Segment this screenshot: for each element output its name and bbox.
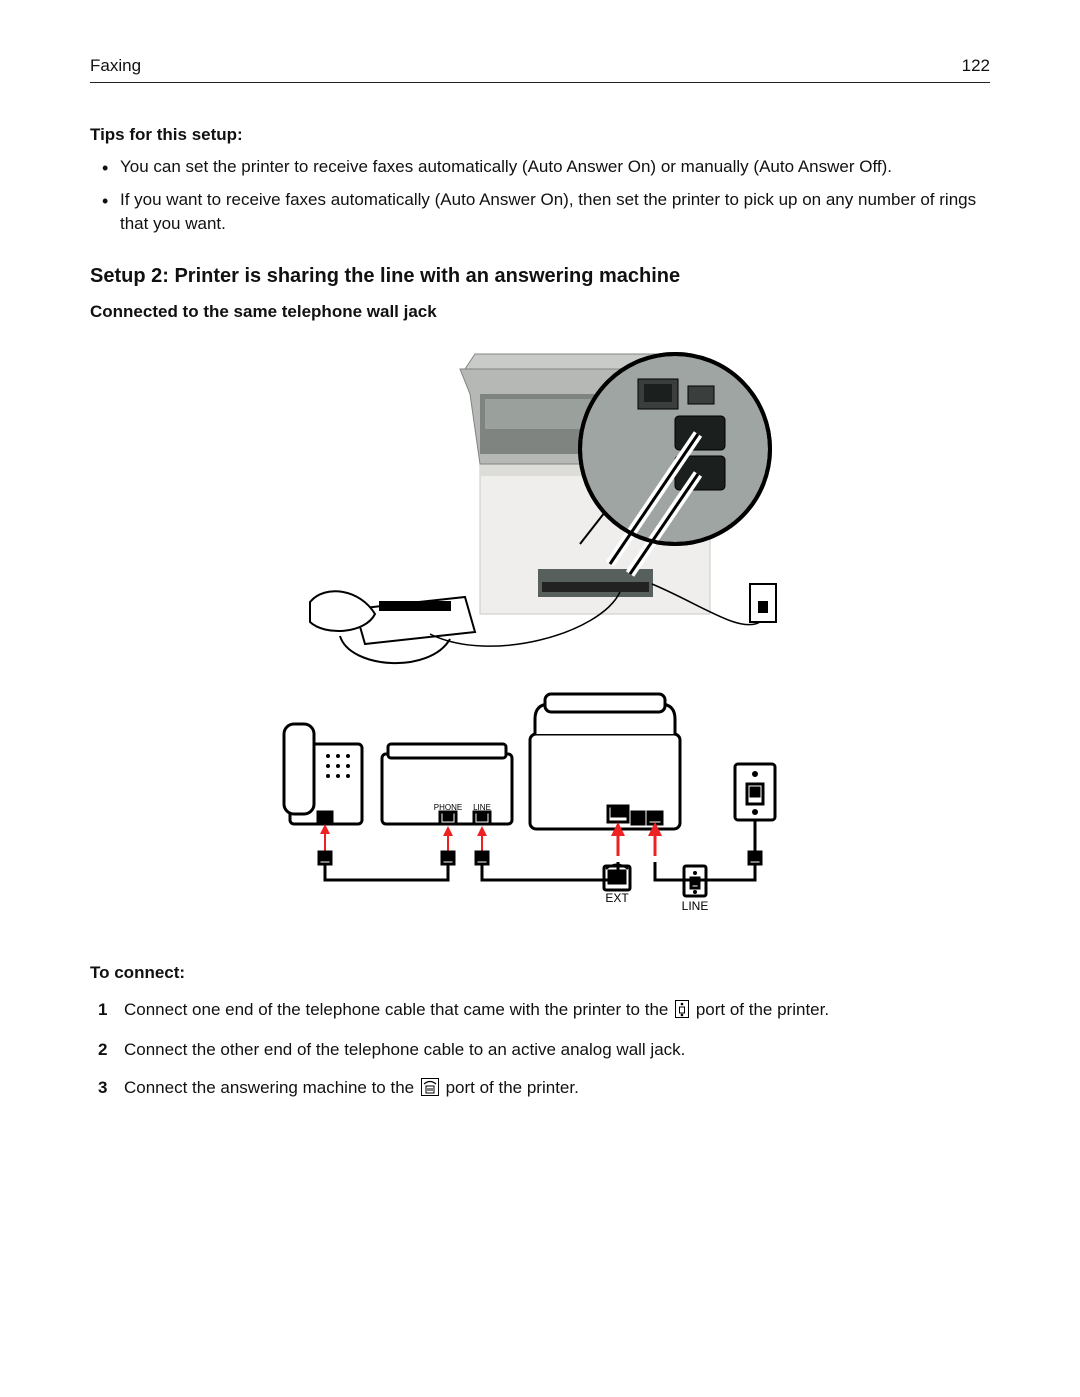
list-item: If you want to receive faxes automatical… bbox=[108, 188, 990, 237]
tips-heading: Tips for this setup: bbox=[90, 125, 990, 145]
diagram-label-ext: EXT bbox=[605, 891, 629, 905]
page-header: Faxing 122 bbox=[90, 56, 990, 83]
connect-steps: Connect one end of the telephone cable t… bbox=[90, 997, 990, 1104]
setup2-subheading: Connected to the same telephone wall jac… bbox=[90, 302, 990, 322]
list-item: Connect the answering machine to the por… bbox=[98, 1075, 990, 1104]
list-item: You can set the printer to receive faxes… bbox=[108, 155, 990, 180]
line-port-icon bbox=[675, 1000, 689, 1026]
header-section: Faxing bbox=[90, 56, 141, 76]
ext-port-icon bbox=[421, 1078, 439, 1104]
to-connect-heading: To connect: bbox=[90, 963, 990, 983]
diagram-label-line: LINE bbox=[682, 899, 709, 913]
connection-diagram: PHONE LINE bbox=[280, 334, 800, 939]
setup2-heading: Setup 2: Printer is sharing the line wit… bbox=[90, 265, 990, 288]
step-text: Connect one end of the telephone cable t… bbox=[124, 1000, 673, 1019]
step-text: Connect the answering machine to the bbox=[124, 1078, 419, 1097]
tips-list: You can set the printer to receive faxes… bbox=[90, 155, 990, 237]
step-text: Connect the other end of the telephone c… bbox=[124, 1040, 685, 1059]
list-item: Connect the other end of the telephone c… bbox=[98, 1037, 990, 1063]
step-text: port of the printer. bbox=[696, 1000, 829, 1019]
header-page-number: 122 bbox=[962, 56, 990, 76]
step-text: port of the printer. bbox=[446, 1078, 579, 1097]
list-item: Connect one end of the telephone cable t… bbox=[98, 997, 990, 1026]
